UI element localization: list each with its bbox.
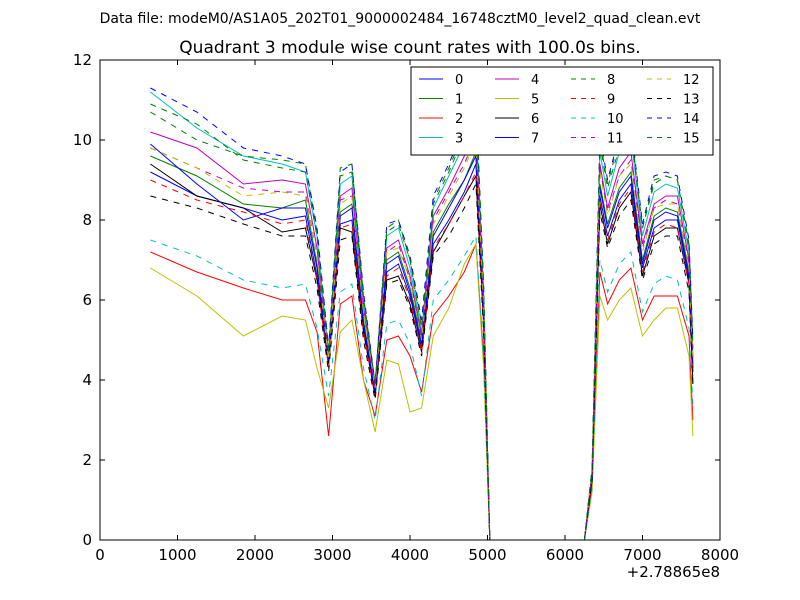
x-tick-label: 4000 (391, 546, 429, 564)
series-line-5 (150, 242, 694, 540)
x-tick-label: 5000 (468, 546, 506, 564)
legend-label-12: 12 (683, 73, 700, 88)
y-tick-label: 10 (73, 131, 92, 149)
series-line-9 (150, 171, 694, 540)
series-line-13 (150, 183, 694, 540)
x-tick-label: 2000 (236, 546, 274, 564)
series-line-12 (150, 139, 694, 540)
legend-label-7: 7 (531, 132, 539, 147)
legend-label-10: 10 (607, 112, 624, 127)
y-tick-label: 2 (82, 451, 92, 469)
y-tick-label: 0 (82, 531, 92, 549)
series-line-2 (150, 243, 694, 540)
figure-suptitle: Data file: modeM0/AS1A05_202T01_90000024… (100, 11, 701, 27)
legend-label-4: 4 (531, 73, 539, 88)
y-tick-label: 8 (82, 211, 92, 229)
legend-label-13: 13 (683, 93, 700, 108)
x-tick-label: 0 (95, 546, 105, 564)
legend-label-3: 3 (455, 132, 463, 147)
x-offset-label: +2.78865e8 (627, 563, 720, 581)
axes-layer: 0 1000 2000 3000 4000 5000 6000 7000 80000246810… (73, 51, 739, 564)
legend-label-5: 5 (531, 93, 539, 108)
series-line-7 (150, 143, 694, 540)
legend-box (410, 66, 714, 156)
legend-label-6: 6 (531, 112, 539, 127)
legend-label-15: 15 (683, 132, 700, 147)
x-tick-label: 8000 (701, 546, 739, 564)
legend-label-0: 0 (455, 73, 463, 88)
series-line-3 (150, 91, 694, 540)
series-layer (150, 87, 694, 540)
x-tick-label: 3000 (313, 546, 351, 564)
y-tick-label: 6 (82, 291, 92, 309)
legend-label-2: 2 (455, 112, 463, 127)
x-tick-label: 7000 (623, 546, 661, 564)
legend-label-1: 1 (455, 93, 463, 108)
legend-label-11: 11 (607, 132, 624, 147)
y-tick-label: 12 (73, 51, 92, 69)
x-tick-label: 1000 (158, 546, 196, 564)
y-tick-label: 4 (82, 371, 92, 389)
legend-label-14: 14 (683, 112, 700, 127)
legend-label-8: 8 (607, 73, 615, 88)
series-line-15 (150, 87, 694, 540)
x-tick-label: 6000 (546, 546, 584, 564)
legend-label-9: 9 (607, 93, 615, 108)
chart-title: Quadrant 3 module wise count rates with … (179, 38, 640, 58)
series-line-10 (150, 234, 694, 540)
